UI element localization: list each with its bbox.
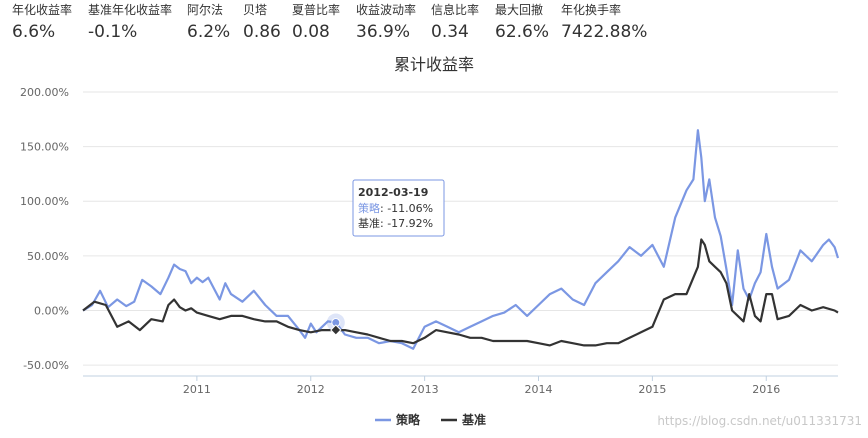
legend-item-0[interactable]: 策略 (375, 412, 421, 427)
chart-title: 累计收益率 (394, 55, 474, 74)
tooltip-value: -11.06% (387, 202, 433, 215)
y-tick-label: -50.00% (23, 359, 69, 372)
y-tick-label: 0.00% (34, 304, 69, 317)
metric-value: 62.6% (495, 22, 550, 42)
metric-8: 年化换手率 7422.88% (561, 2, 647, 43)
metric-5: 收益波动率 36.9% (356, 2, 416, 43)
tooltip-series-name: 基准 (358, 217, 380, 230)
y-tick-label: 150.00% (20, 141, 69, 154)
tooltip-row: 策略: -11.06% (358, 201, 433, 215)
series-line-0[interactable] (82, 129, 840, 350)
y-tick-label: 100.00% (20, 195, 69, 208)
metric-value: 0.34 (431, 22, 469, 42)
metric-label: 基准年化收益率 (88, 3, 173, 17)
legend-label: 基准 (461, 412, 486, 427)
metric-1: 基准年化收益率 -0.1% (88, 2, 172, 43)
metric-label: 贝塔 (243, 3, 268, 17)
metric-2: 阿尔法 6.2% (187, 2, 230, 43)
metric-label: 年化换手率 (561, 3, 622, 17)
metric-label: 信息比率 (431, 3, 480, 17)
metric-3: 贝塔 0.86 (243, 2, 281, 43)
metric-value: 36.9% (356, 22, 411, 42)
metric-value: 6.2% (187, 22, 231, 42)
legend-item-1[interactable]: 基准 (441, 412, 486, 427)
watermark: https://blog.csdn.net/u011331731 (657, 414, 862, 428)
metric-label: 年化收益率 (12, 3, 73, 17)
metrics-bar: 年化收益率 6.6% 基准年化收益率 -0.1% 阿尔法 6.2% 贝塔 0.86 夏普比率 0.… (0, 0, 868, 48)
metric-label: 收益波动率 (356, 3, 417, 17)
tooltip-value: -17.92% (387, 217, 433, 230)
metric-label: 阿尔法 (187, 3, 224, 17)
metric-6: 信息比率 0.34 (431, 2, 479, 43)
series-line-1[interactable] (82, 238, 839, 347)
metric-label: 最大回撤 (495, 3, 544, 17)
y-tick-label: 200.00% (20, 86, 69, 99)
legend-label: 策略 (396, 412, 421, 427)
x-tick-label: 2011 (183, 383, 211, 396)
x-tick-label: 2016 (752, 383, 780, 396)
metric-value: 7422.88% (561, 22, 648, 42)
legend[interactable]: 策略 基准 (375, 412, 486, 427)
series-lines[interactable] (82, 129, 840, 350)
grid-lines (83, 91, 838, 377)
y-tick-label: 50.00% (27, 250, 69, 263)
metric-0: 年化收益率 6.6% (12, 2, 72, 43)
metric-4: 夏普比率 0.08 (292, 2, 340, 43)
metric-7: 最大回撤 62.6% (495, 2, 549, 43)
hover-point-benchmark (330, 324, 342, 336)
metric-label: 夏普比率 (292, 3, 341, 17)
metric-value: -0.1% (88, 22, 138, 42)
metric-value: 0.08 (292, 22, 330, 42)
metric-value: 0.86 (243, 22, 281, 42)
metric-value: 6.6% (12, 22, 56, 42)
tooltip-row: 基准: -17.92% (358, 217, 433, 230)
x-tick-label: 2013 (411, 383, 439, 396)
x-axis-labels: 2011 2012 2013 2014 2015 2016 (183, 376, 780, 396)
tooltip-box (352, 179, 445, 237)
x-tick-label: 2015 (638, 383, 666, 396)
y-axis-labels: -50.00% 0.00% 50.00% 100.00% 150.00% 200.00% (20, 86, 69, 372)
x-tick-label: 2012 (297, 383, 325, 396)
x-tick-label: 2014 (525, 383, 553, 396)
tooltip-series-name: 策略 (358, 201, 380, 215)
tooltip-date: 2012-03-19 (358, 186, 428, 199)
tooltip: 2012-03-19 策略: -11.06% 基准: -17.92% (326, 179, 445, 336)
